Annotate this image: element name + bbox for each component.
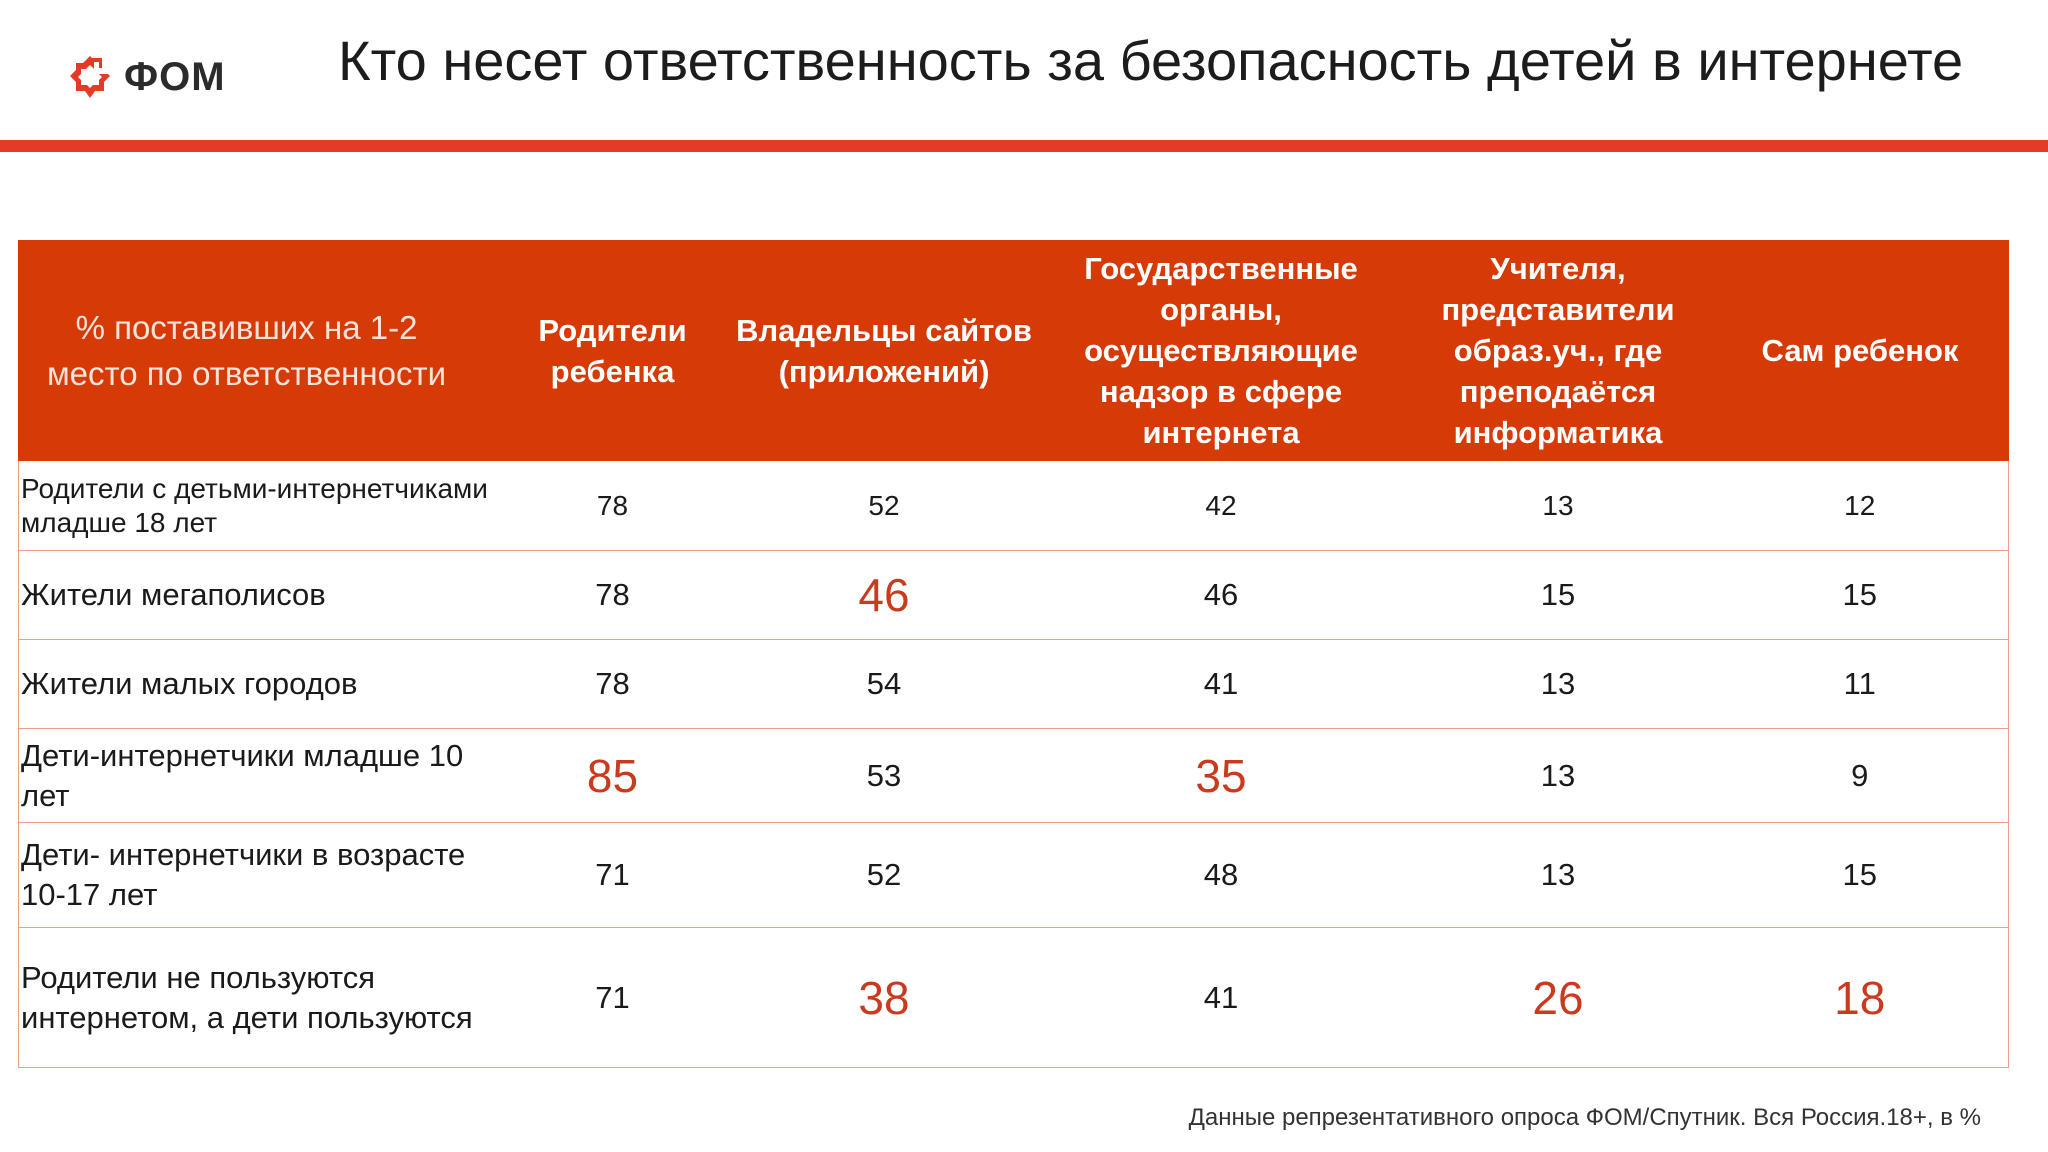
cell-child: 15 (1711, 822, 2009, 928)
cell-government: 46 (1037, 550, 1405, 640)
table-row: Дети-интернетчики младше 10 лет 85 53 35 13 9 (18, 728, 2009, 823)
cell-site-owners: 54 (730, 639, 1038, 729)
source-footnote: Данные репрезентативного опроса ФОМ/Спут… (1188, 1104, 1981, 1131)
table-row: Дети- интернетчики в возрасте 10-17 лет 7… (18, 822, 2009, 928)
cell-parents: 71 (494, 927, 731, 1068)
cell-government-highlighted: 35 (1037, 728, 1405, 823)
table-row: Родители с детьми-интернетчиками младше … (18, 460, 2009, 551)
cell-site-owners-highlighted: 38 (730, 927, 1038, 1068)
cell-parents: 78 (494, 639, 731, 729)
cell-teachers: 13 (1404, 639, 1712, 729)
column-header-government: Государственные органы, осуществляющие н… (1037, 240, 1405, 461)
cell-site-owners: 53 (730, 728, 1038, 823)
column-header-teachers: Учителя, представители образ.уч., где пр… (1404, 240, 1712, 461)
cell-site-owners-highlighted: 46 (730, 550, 1038, 640)
cell-government: 41 (1037, 927, 1405, 1068)
row-label: Жители малых городов (18, 639, 495, 729)
header: ФОМ Кто несет ответственность за безопас… (0, 0, 2048, 140)
cell-teachers-highlighted: 26 (1404, 927, 1712, 1068)
responsibility-table-container: % поставивших на 1-2 место по ответствен… (18, 240, 2009, 1068)
cell-child: 11 (1711, 639, 2009, 729)
row-label: Дети- интернетчики в возрасте 10-17 лет (18, 822, 495, 928)
table-row: Жители мегаполисов 78 46 46 15 15 (18, 550, 2009, 640)
row-label: Жители мегаполисов (18, 550, 495, 640)
cell-child: 15 (1711, 550, 2009, 640)
fom-logo-mark-icon (70, 54, 112, 98)
responsibility-table: % поставивших на 1-2 место по ответствен… (18, 240, 2009, 1068)
cell-teachers: 15 (1404, 550, 1712, 640)
cell-parents: 78 (494, 550, 731, 640)
cell-parents: 78 (494, 460, 731, 551)
corner-header: % поставивших на 1-2 место по ответствен… (18, 240, 495, 461)
cell-teachers: 13 (1404, 728, 1712, 823)
cell-child: 9 (1711, 728, 2009, 823)
table-body: Родители с детьми-интернетчиками младше … (18, 460, 2009, 1068)
header-divider (0, 140, 2048, 152)
cell-government: 42 (1037, 460, 1405, 551)
table-row: Родители не пользуются интернетом, а дет… (18, 927, 2009, 1068)
row-label: Родители с детьми-интернетчиками младше … (18, 460, 495, 551)
row-label: Дети-интернетчики младше 10 лет (18, 728, 495, 823)
cell-child: 12 (1711, 460, 2009, 551)
cell-government: 41 (1037, 639, 1405, 729)
fom-logo: ФОМ (68, 52, 226, 102)
column-header-parents: Родители ребенка (494, 240, 731, 461)
cell-parents-highlighted: 85 (494, 728, 731, 823)
logo-text: ФОМ (124, 54, 226, 99)
cell-site-owners: 52 (730, 460, 1038, 551)
cell-site-owners: 52 (730, 822, 1038, 928)
cell-government: 48 (1037, 822, 1405, 928)
table-row: Жители малых городов 78 54 41 13 11 (18, 639, 2009, 729)
table-header-row: % поставивших на 1-2 место по ответствен… (18, 240, 2009, 461)
page-title: Кто несет ответственность за безопасност… (338, 29, 1964, 92)
cell-parents: 71 (494, 822, 731, 928)
column-header-child: Сам ребенок (1711, 240, 2009, 461)
row-label: Родители не пользуются интернетом, а дет… (18, 927, 495, 1068)
cell-teachers: 13 (1404, 822, 1712, 928)
column-header-site-owners: Владельцы сайтов (приложений) (730, 240, 1038, 461)
cell-child-highlighted: 18 (1711, 927, 2009, 1068)
cell-teachers: 13 (1404, 460, 1712, 551)
